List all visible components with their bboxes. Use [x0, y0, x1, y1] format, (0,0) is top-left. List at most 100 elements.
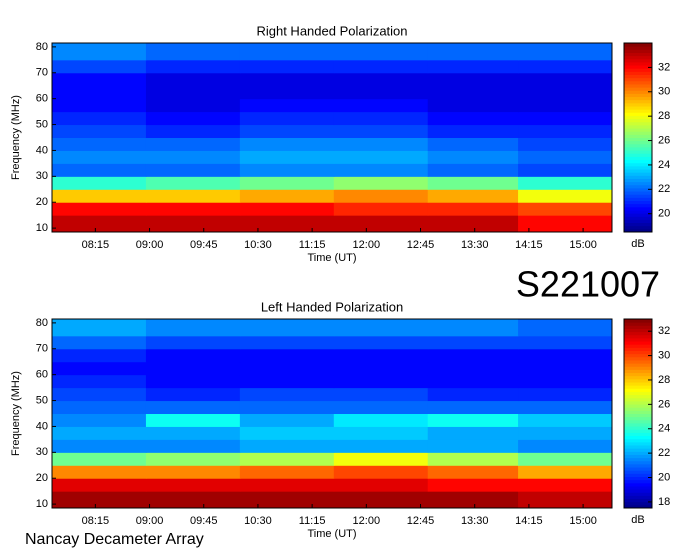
heatmap-cell	[427, 176, 519, 190]
heatmap-cell	[333, 215, 429, 233]
colorbar-tick-label: 26	[658, 398, 670, 410]
heatmap-cell	[333, 387, 429, 402]
heatmap-cell	[427, 72, 519, 87]
colorbar-step	[624, 337, 652, 342]
colorbar-step	[624, 482, 652, 487]
heatmap-cell	[239, 439, 335, 453]
heatmap-cell	[145, 400, 241, 414]
heatmap-cell	[333, 361, 429, 376]
colorbar-step	[624, 397, 652, 402]
heatmap-cell	[333, 202, 429, 216]
colorbar-step	[624, 140, 652, 145]
heatmap-cell	[518, 150, 613, 164]
x-tick-label: 09:00	[136, 239, 164, 251]
heatmap-cell	[52, 98, 147, 113]
x-tick-label: 13:30	[461, 515, 489, 527]
colorbar-step	[624, 404, 652, 408]
heatmap-cell	[52, 465, 147, 479]
heatmap-cell	[52, 176, 147, 190]
heatmap-cell	[427, 478, 519, 492]
y-tick-label: 60	[36, 369, 48, 381]
heatmap-cell	[239, 361, 335, 376]
y-axis-label: Frequency (MHz)	[10, 371, 22, 456]
colorbar-step	[624, 498, 652, 503]
heatmap-cell	[239, 452, 335, 466]
colorbar-step	[624, 162, 652, 167]
x-tick-label: 12:00	[353, 239, 381, 251]
heatmap-cell	[518, 361, 613, 376]
colorbar-step	[624, 74, 652, 79]
heatmap-cell	[239, 202, 335, 216]
heatmap-cell	[239, 413, 335, 427]
colorbar-step	[624, 71, 652, 75]
colorbar-step	[624, 150, 652, 154]
colorbar-step	[624, 495, 652, 500]
heatmap-cell	[145, 189, 241, 203]
heatmap-cell	[145, 387, 241, 402]
heatmap-cell	[239, 215, 335, 233]
heatmap-cell	[145, 426, 241, 440]
plot-frame	[51, 42, 613, 233]
heatmap-cell	[427, 215, 519, 233]
x-tick-label: 10:30	[244, 239, 272, 251]
colorbar-step	[624, 400, 652, 405]
x-tick-label: 10:30	[244, 515, 272, 527]
colorbar-step	[624, 143, 652, 148]
heatmap-cell	[239, 163, 335, 177]
colorbar-step	[624, 385, 652, 389]
heatmap-cell	[333, 335, 429, 350]
colorbar-step	[624, 441, 652, 446]
y-tick-label: 30	[36, 446, 48, 458]
heatmap-cell	[239, 426, 335, 440]
heatmap-cell	[518, 452, 613, 466]
colorbar-step	[624, 457, 652, 462]
heatmap-cell	[427, 361, 519, 376]
colorbar-step	[624, 175, 652, 179]
heatmap-cell	[427, 452, 519, 466]
heatmap-cell	[518, 137, 613, 151]
colorbar-step	[624, 479, 652, 484]
heatmap-cell	[52, 59, 147, 74]
heatmap-cell	[52, 111, 147, 126]
heatmap-cell	[239, 348, 335, 363]
heatmap-cell	[427, 400, 519, 414]
heatmap-cell	[52, 319, 147, 337]
heatmap-cell	[427, 413, 519, 427]
heatmap-cell	[52, 189, 147, 203]
colorbar-step	[624, 46, 652, 50]
colorbar-step	[624, 49, 652, 53]
heatmap-cell	[239, 465, 335, 479]
heatmap-cell	[145, 111, 241, 126]
colorbar-step	[624, 209, 652, 214]
colorbar-step	[624, 206, 652, 211]
colorbar-tick-label: 30	[658, 349, 670, 361]
colorbar-step	[624, 445, 652, 449]
colorbar-step	[624, 93, 652, 98]
heatmap-cell	[52, 400, 147, 414]
heatmap-cell	[239, 491, 335, 509]
colorbar-step	[624, 52, 652, 57]
heatmap-cell	[427, 137, 519, 151]
colorbar-step	[624, 213, 652, 217]
heatmap-cell	[518, 426, 613, 440]
colorbar-tick-label: 22	[658, 183, 670, 195]
heatmap-cell	[518, 348, 613, 363]
heatmap-cell	[333, 348, 429, 363]
y-tick-label: 20	[36, 472, 48, 484]
heatmap-cell	[518, 465, 613, 479]
heatmap-cell	[333, 59, 429, 74]
colorbar-step	[624, 467, 652, 471]
heatmap-cell	[518, 215, 613, 233]
colorbar-step	[624, 485, 652, 490]
x-tick-label: 12:45	[407, 239, 435, 251]
colorbar-step	[624, 504, 652, 509]
heatmap-cell	[239, 176, 335, 190]
heatmap-cell	[518, 72, 613, 87]
colorbar-step	[624, 43, 652, 47]
heatmap-cell	[333, 72, 429, 87]
heatmap-cell	[239, 137, 335, 151]
heatmap-cell	[333, 85, 429, 100]
colorbar-step	[624, 419, 652, 424]
heatmap-cell	[52, 72, 147, 87]
